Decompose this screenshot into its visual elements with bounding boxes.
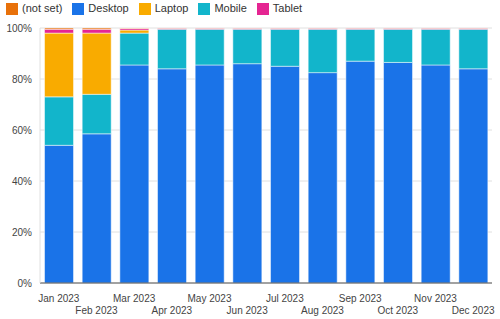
svg-text:Sep 2023: Sep 2023	[339, 293, 382, 304]
svg-text:Jul 2023: Jul 2023	[266, 293, 304, 304]
svg-text:May 2023: May 2023	[188, 293, 232, 304]
svg-text:Jan 2023: Jan 2023	[38, 293, 80, 304]
html-text:Laptop: Laptop	[154, 2, 189, 14]
html-text:Mobile: Mobile	[214, 2, 247, 14]
svg-text:60%: 60%	[12, 125, 32, 136]
svg-text:Mar 2023: Mar 2023	[113, 293, 156, 304]
svg-text:Jun 2023: Jun 2023	[227, 305, 269, 316]
html-text:(not set): (not set)	[22, 2, 63, 14]
svg-text:0%: 0%	[18, 278, 33, 289]
html-text:Desktop: Desktop	[88, 2, 129, 14]
html-text:Tablet: Tablet	[272, 2, 303, 14]
svg-text:Apr 2023: Apr 2023	[152, 305, 193, 316]
svg-text:Feb 2023: Feb 2023	[75, 305, 118, 316]
svg-text:Oct 2023: Oct 2023	[378, 305, 419, 316]
svg-text:100%: 100%	[8, 23, 32, 34]
svg-text:80%: 80%	[12, 74, 32, 85]
svg-text:Aug 2023: Aug 2023	[301, 305, 344, 316]
svg-text:40%: 40%	[12, 176, 32, 187]
svg-text:Dec 2023: Dec 2023	[452, 305, 492, 316]
svg-text:20%: 20%	[12, 227, 32, 238]
svg-text:Nov 2023: Nov 2023	[414, 293, 457, 304]
